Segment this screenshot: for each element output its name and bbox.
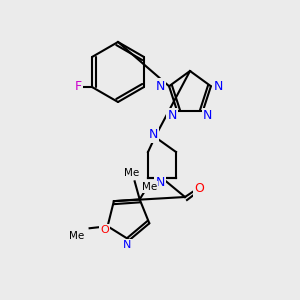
- Text: F: F: [74, 80, 82, 94]
- Text: N: N: [155, 80, 165, 93]
- Text: N: N: [123, 240, 132, 250]
- Text: Me: Me: [142, 182, 157, 192]
- Text: N: N: [214, 80, 224, 93]
- Text: N: N: [155, 176, 165, 188]
- Text: O: O: [100, 225, 109, 235]
- Text: N: N: [203, 109, 213, 122]
- Text: O: O: [194, 182, 204, 196]
- Text: Me: Me: [124, 168, 139, 178]
- Text: N: N: [148, 128, 158, 142]
- Text: N: N: [167, 109, 177, 122]
- Text: Me: Me: [69, 231, 84, 241]
